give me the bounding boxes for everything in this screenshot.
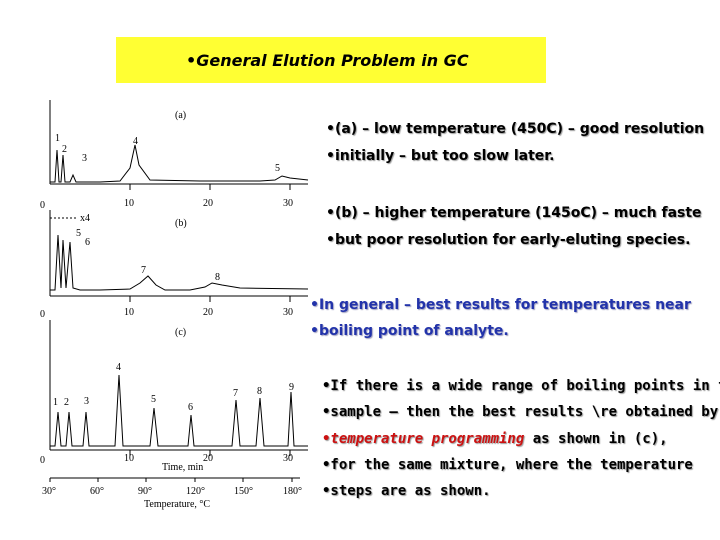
- temperature-tick: 180°: [283, 486, 302, 497]
- temperature-tick: 150°: [234, 486, 253, 497]
- tick-label: 30: [283, 198, 293, 209]
- chromatogram-c-trace: [50, 374, 308, 447]
- tick-label: 20: [203, 198, 213, 209]
- tick-label: 20: [203, 453, 213, 464]
- tick-label: 0: [40, 455, 45, 466]
- bullet-c-line1: •If there is a wide range of boiling poi…: [322, 378, 720, 394]
- tick-label: 30: [283, 453, 293, 464]
- tick-label: 0: [40, 309, 45, 320]
- chromatogram-a-trace: [50, 144, 309, 183]
- chromatogram-b-label: (b): [175, 218, 187, 229]
- temperature-tick: 60°: [90, 486, 104, 497]
- bullet-general-line2: •boiling point of analyte.: [310, 323, 509, 339]
- bullet-c-line2: •sample – then the best results \re obta…: [322, 404, 719, 420]
- chromatogram-c-label: (c): [175, 327, 186, 338]
- peak-label: 1: [53, 397, 58, 408]
- chromatogram-b-trace: [50, 234, 309, 291]
- peak-label: 3: [82, 153, 87, 164]
- peak-label: 8: [257, 386, 262, 397]
- temperature-tick: 30°: [42, 486, 56, 497]
- peak-label: 4: [133, 136, 138, 147]
- peak-label: 6: [85, 237, 90, 248]
- temperature-tick: 90°: [138, 486, 152, 497]
- peak-label: 2: [62, 144, 67, 155]
- tick-label: 0: [40, 200, 45, 211]
- peak-label: 4: [116, 362, 121, 373]
- bullet-c-line3-rest: as shown in (c),: [524, 431, 668, 447]
- title-banner: •General Elution Problem in GC: [116, 37, 546, 83]
- peak-label: 5: [76, 228, 81, 239]
- scale-label: x4: [80, 213, 90, 224]
- peak-label: 7: [141, 265, 146, 276]
- slide-title: •General Elution Problem in GC: [186, 51, 469, 70]
- bullet-b-line1: •(b) – higher temperature (145oC) – much…: [326, 205, 702, 221]
- bullet-c-line3: •temperature programming as shown in (c)…: [322, 431, 668, 447]
- bullet-general-line1: •In general – best results for temperatu…: [310, 297, 691, 313]
- tick-label: 20: [203, 307, 213, 318]
- temperature-tick: 120°: [186, 486, 205, 497]
- chromatogram-figure: (a) 1 2 3 4 5 0 10 20 30 x4 (b) 5 6 7 8 …: [40, 100, 309, 510]
- peak-label: 8: [215, 272, 220, 283]
- peak-label: 5: [151, 394, 156, 405]
- peak-label: 5: [275, 163, 280, 174]
- bullet-c-line5: •steps are as shown.: [322, 483, 491, 499]
- peak-label: 6: [188, 402, 193, 413]
- peak-label: 1: [55, 133, 60, 144]
- peak-label: 3: [84, 396, 89, 407]
- tick-label: 10: [124, 307, 134, 318]
- tick-label: 10: [124, 198, 134, 209]
- chromatogram-a-label: (a): [175, 110, 186, 121]
- peak-label: 9: [289, 382, 294, 393]
- bullet-a-line2: •initially – but too slow later.: [326, 148, 555, 164]
- bullet-b-line2: •but poor resolution for early-eluting s…: [326, 232, 691, 248]
- emphasis-temperature-programming: •temperature programming: [322, 431, 525, 447]
- peak-label: 2: [64, 397, 69, 408]
- tick-label: 30: [283, 307, 293, 318]
- temperature-axis-label: Temperature, °C: [144, 499, 210, 510]
- bullet-c-line4: •for the same mixture, where the tempera…: [322, 457, 693, 473]
- time-axis-label: Time, min: [162, 462, 203, 473]
- tick-label: 10: [124, 453, 134, 464]
- peak-label: 7: [233, 388, 238, 399]
- bullet-a-line1: •(a) – low temperature (450C) – good res…: [326, 121, 705, 137]
